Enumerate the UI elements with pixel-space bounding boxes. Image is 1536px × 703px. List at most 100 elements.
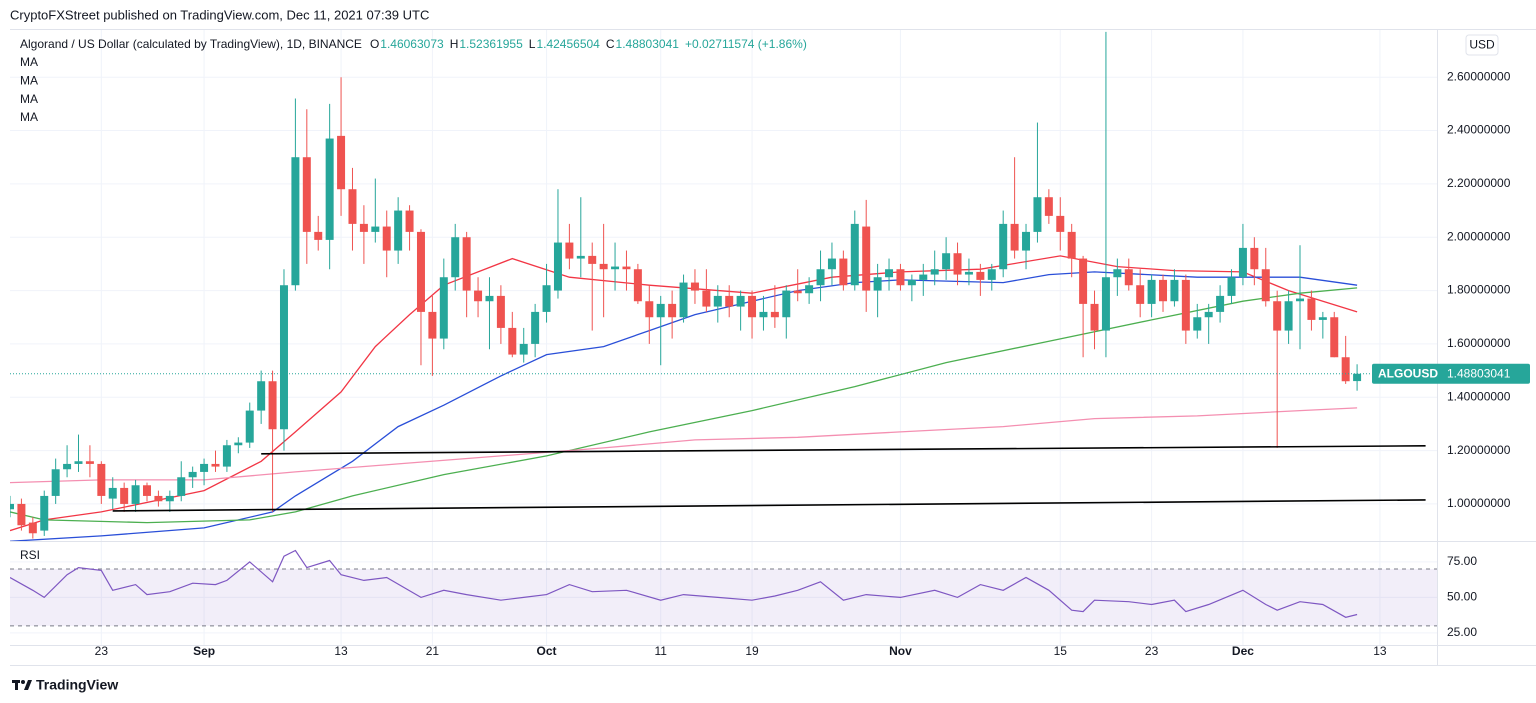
candle-body <box>200 463 209 472</box>
legend-entry: MA <box>20 55 38 69</box>
rsi-tick-label: 75.00 <box>1447 554 1477 568</box>
candle-body <box>394 210 403 251</box>
x-tick-label: 13 <box>1373 644 1387 658</box>
candle-body <box>531 311 540 344</box>
candle-body <box>177 477 186 496</box>
candle-body <box>1147 279 1156 304</box>
symbol-tag: ALGOUSD <box>1378 366 1438 380</box>
candle-body <box>1296 298 1305 302</box>
candle-body <box>862 226 871 291</box>
price-pane <box>10 31 1437 541</box>
candle-body <box>1307 298 1316 320</box>
candle-body <box>1170 279 1179 302</box>
rsi-tick-label: 25.00 <box>1447 625 1477 639</box>
candle-body <box>428 311 437 339</box>
candle-body <box>1056 215 1065 232</box>
price-tag <box>1372 363 1530 384</box>
candle-body <box>1033 197 1042 232</box>
candle-body <box>382 226 391 251</box>
candle-body <box>508 327 517 355</box>
candle-body <box>827 258 836 270</box>
candle-body <box>359 223 368 232</box>
candle-body <box>485 295 494 302</box>
candle-body <box>1318 317 1327 320</box>
candle-body <box>953 253 962 275</box>
y-tick-label: 1.20000000 <box>1447 443 1511 457</box>
candle-body <box>234 442 243 446</box>
candle-body <box>1113 269 1122 278</box>
candle-body <box>268 381 277 430</box>
moving-average <box>10 255 1358 532</box>
x-tick-label: 11 <box>654 644 667 658</box>
candle-body <box>371 226 380 232</box>
candle-body <box>645 301 654 318</box>
brand: TradingView <box>36 677 118 693</box>
rsi-tick-label: 50.00 <box>1447 590 1477 604</box>
y-tick-label: 2.20000000 <box>1447 176 1511 190</box>
candle-body <box>1159 279 1168 302</box>
x-tick-label: Oct <box>537 644 557 658</box>
candle-body <box>588 255 597 264</box>
legend-ohlc-value: 1.46063073 <box>380 37 444 51</box>
candle-body <box>919 274 928 280</box>
candle-body <box>519 343 528 355</box>
candle-body <box>1079 258 1088 304</box>
x-tick-label: 19 <box>745 644 759 658</box>
candle-body <box>1101 277 1110 331</box>
candle-body <box>462 237 471 291</box>
x-tick-label: Sep <box>193 644 215 658</box>
candle-body <box>120 487 129 504</box>
legend-ohlc-label: L <box>529 37 536 51</box>
candle-body <box>679 282 688 318</box>
candle-body <box>736 295 745 307</box>
candle-body <box>542 285 551 312</box>
candle-body <box>942 253 951 270</box>
candle-body <box>1238 247 1247 278</box>
candle-body <box>1044 197 1053 216</box>
candle-body <box>759 311 768 318</box>
candle-body <box>702 290 711 307</box>
candle-body <box>1181 279 1190 331</box>
candle-body <box>1067 231 1076 259</box>
candle-body <box>611 266 620 270</box>
candle-body <box>668 303 677 318</box>
y-tick-label: 1.80000000 <box>1447 283 1511 297</box>
logo-mark <box>21 680 25 684</box>
candle-body <box>63 463 72 470</box>
price-tag-value: 1.48803041 <box>1447 366 1511 380</box>
legend-entry: MA <box>20 73 38 87</box>
candle-body <box>885 269 894 278</box>
publisher-line: CryptoFXStreet published on TradingView.… <box>10 7 429 22</box>
candle-body <box>713 295 722 307</box>
legend-ohlc-value: 1.42456504 <box>536 37 600 51</box>
currency-button[interactable] <box>1465 34 1499 56</box>
candle-body <box>348 189 357 224</box>
candle-body <box>451 237 460 278</box>
legend-entry: MA <box>20 110 38 124</box>
candle-body <box>1216 295 1225 312</box>
legend-ohlc-label: H <box>450 37 459 51</box>
logo <box>12 680 32 690</box>
y-tick-label: 2.00000000 <box>1447 229 1511 243</box>
candle-body <box>337 135 346 190</box>
candle-body <box>793 290 802 294</box>
y-tick-label: 1.60000000 <box>1447 336 1511 350</box>
y-tick-label: 2.40000000 <box>1447 123 1511 137</box>
currency[interactable]: USD <box>1469 38 1495 52</box>
moving-average <box>10 407 1358 484</box>
candle-body <box>987 269 996 280</box>
candle-body <box>576 255 585 259</box>
candle-body <box>565 242 574 259</box>
candle-body <box>553 242 562 291</box>
candle-body <box>302 157 311 232</box>
candle-body <box>416 231 425 312</box>
candle-body <box>839 258 848 286</box>
candle-body <box>816 269 825 286</box>
legend-ohlc-value: 1.48803041 <box>616 37 680 51</box>
candle-body <box>1136 285 1145 304</box>
candle-body <box>154 495 163 502</box>
candle-body <box>10 503 14 510</box>
candle-body <box>1010 223 1019 251</box>
